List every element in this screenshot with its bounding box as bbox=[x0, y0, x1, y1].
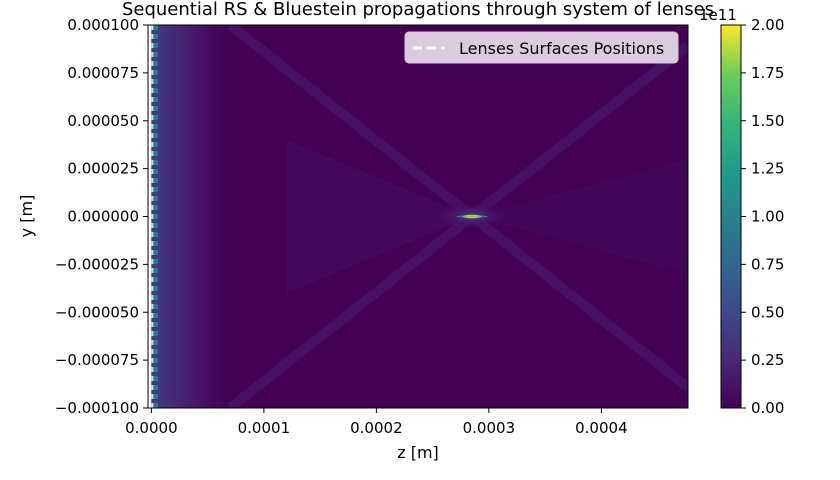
x-tick-label-1: 0.0001 bbox=[238, 419, 291, 437]
legend: Lenses Surfaces Positions bbox=[404, 31, 679, 64]
colorbar-tick-label-8: 2.00 bbox=[751, 16, 784, 34]
y-tick-label-4: 0.000000 bbox=[67, 208, 139, 226]
y-tick-label-0: 0.000100 bbox=[67, 16, 139, 34]
colorbar-tick-label-7: 1.75 bbox=[751, 64, 784, 82]
colorbar-tick-label-1: 0.25 bbox=[751, 351, 784, 369]
chart-title: Sequential RS & Bluestein propagations t… bbox=[122, 0, 714, 20]
y-axis-label: y [m] bbox=[17, 195, 36, 238]
x-tick-label-0: 0.0000 bbox=[125, 419, 178, 437]
colorbar-gradient bbox=[720, 24, 742, 409]
heatmap-plot-area bbox=[148, 25, 688, 408]
x-axis-label: z [m] bbox=[397, 443, 439, 462]
heatmap-near-field-band bbox=[151, 25, 242, 408]
legend-box bbox=[404, 31, 679, 64]
legend-entry-label: Lenses Surfaces Positions bbox=[459, 39, 664, 58]
x-tick-label-4: 0.0004 bbox=[575, 419, 628, 437]
colorbar-tick-label-4: 1.00 bbox=[751, 208, 784, 226]
y-tick-label-3: 0.000025 bbox=[67, 160, 139, 178]
colorbar-tick-label-2: 0.50 bbox=[751, 303, 784, 321]
y-axis-ticks: 0.000100 0.000075 0.000050 0.000025 0.000000… bbox=[55, 16, 148, 417]
colorbar-tick-label-5: 1.25 bbox=[751, 160, 784, 178]
colorbar-tick-label-6: 1.50 bbox=[751, 112, 784, 130]
colorbar-ticks: 0.00 0.25 0.50 0.75 1.00 1.25 1.50 1.75 2.00 bbox=[741, 16, 784, 417]
lens-surface-lines bbox=[151, 25, 158, 408]
streak-cone-upper bbox=[286, 139, 472, 294]
y-tick-label-8: −0.000100 bbox=[55, 399, 139, 417]
colorbar: 0.00 0.25 0.50 0.75 1.00 1.25 1.50 1.75 2.00 1e1… bbox=[699, 6, 784, 417]
y-tick-label-1: 0.000075 bbox=[67, 64, 139, 82]
colorbar-tick-label-0: 0.00 bbox=[751, 399, 784, 417]
x-tick-label-3: 0.0003 bbox=[463, 419, 516, 437]
streak-cone-lower bbox=[472, 159, 688, 274]
y-tick-label-6: −0.000050 bbox=[55, 303, 139, 321]
x-axis-ticks: 0.0000 0.0001 0.0002 0.0003 0.0004 bbox=[125, 408, 628, 437]
focus-core bbox=[456, 215, 488, 218]
y-tick-label-7: −0.000075 bbox=[55, 351, 139, 369]
x-tick-label-2: 0.0002 bbox=[350, 419, 403, 437]
y-tick-label-2: 0.000050 bbox=[67, 112, 139, 130]
y-tick-label-5: −0.000025 bbox=[55, 255, 139, 273]
colorbar-tick-label-3: 0.75 bbox=[751, 255, 784, 273]
colorbar-scale-label: 1e11 bbox=[699, 6, 737, 24]
